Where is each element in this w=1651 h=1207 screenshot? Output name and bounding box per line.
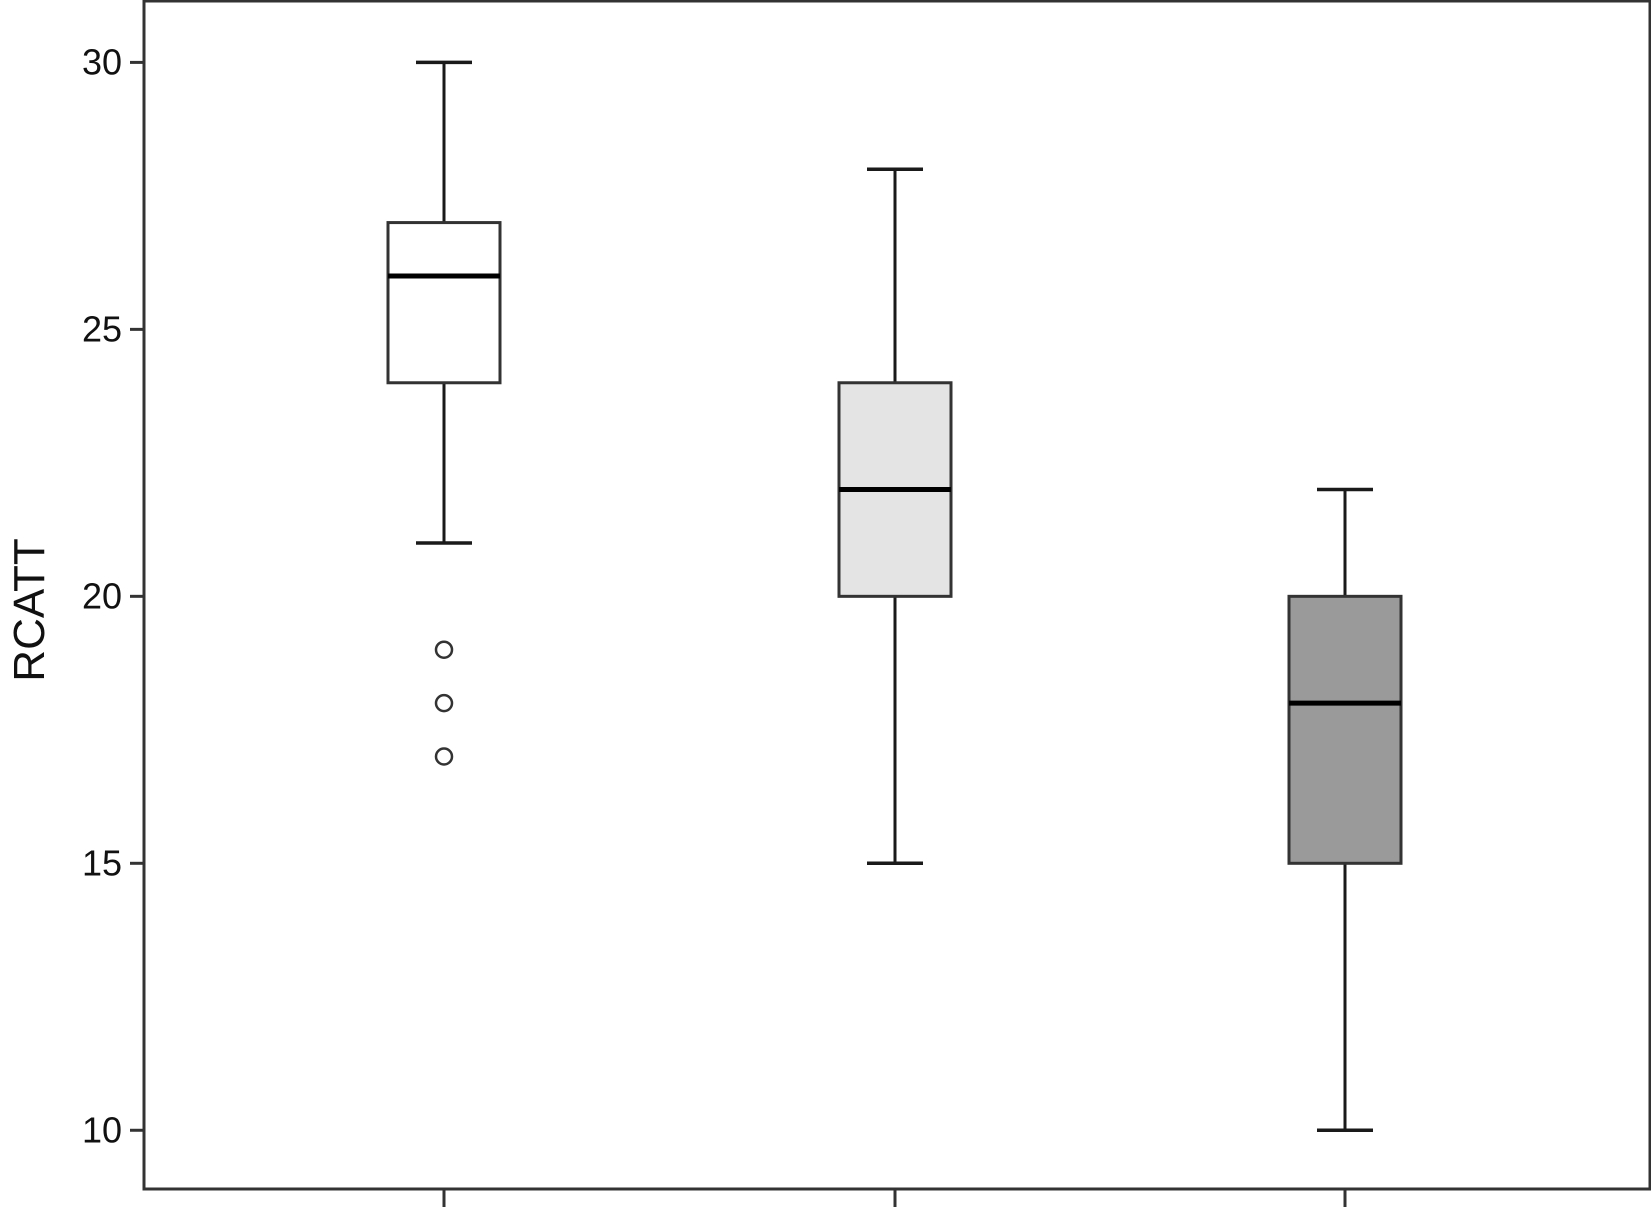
outlier-1-3 — [434, 747, 454, 766]
box-group-2 — [837, 167, 953, 866]
outlier-1-2 — [434, 693, 454, 713]
y-tick-label-4: 30 — [82, 41, 122, 82]
y-tick-label-3: 25 — [82, 308, 122, 349]
y-axis: 10 15 20 25 30 — [82, 41, 144, 1150]
box-group-3 — [1287, 487, 1403, 1133]
y-tick-label-1: 15 — [82, 842, 122, 883]
y-tick-label-0: 10 — [82, 1109, 122, 1150]
iqr-box-1 — [386, 221, 502, 385]
outlier-1-1 — [434, 640, 454, 659]
box-groups — [386, 60, 1403, 1133]
box-group-1 — [386, 60, 502, 766]
y-tick-label-2: 20 — [82, 575, 122, 616]
y-axis-title: RCATT — [5, 538, 54, 681]
x-axis — [442, 1189, 1347, 1207]
iqr-box-3 — [1287, 594, 1403, 865]
